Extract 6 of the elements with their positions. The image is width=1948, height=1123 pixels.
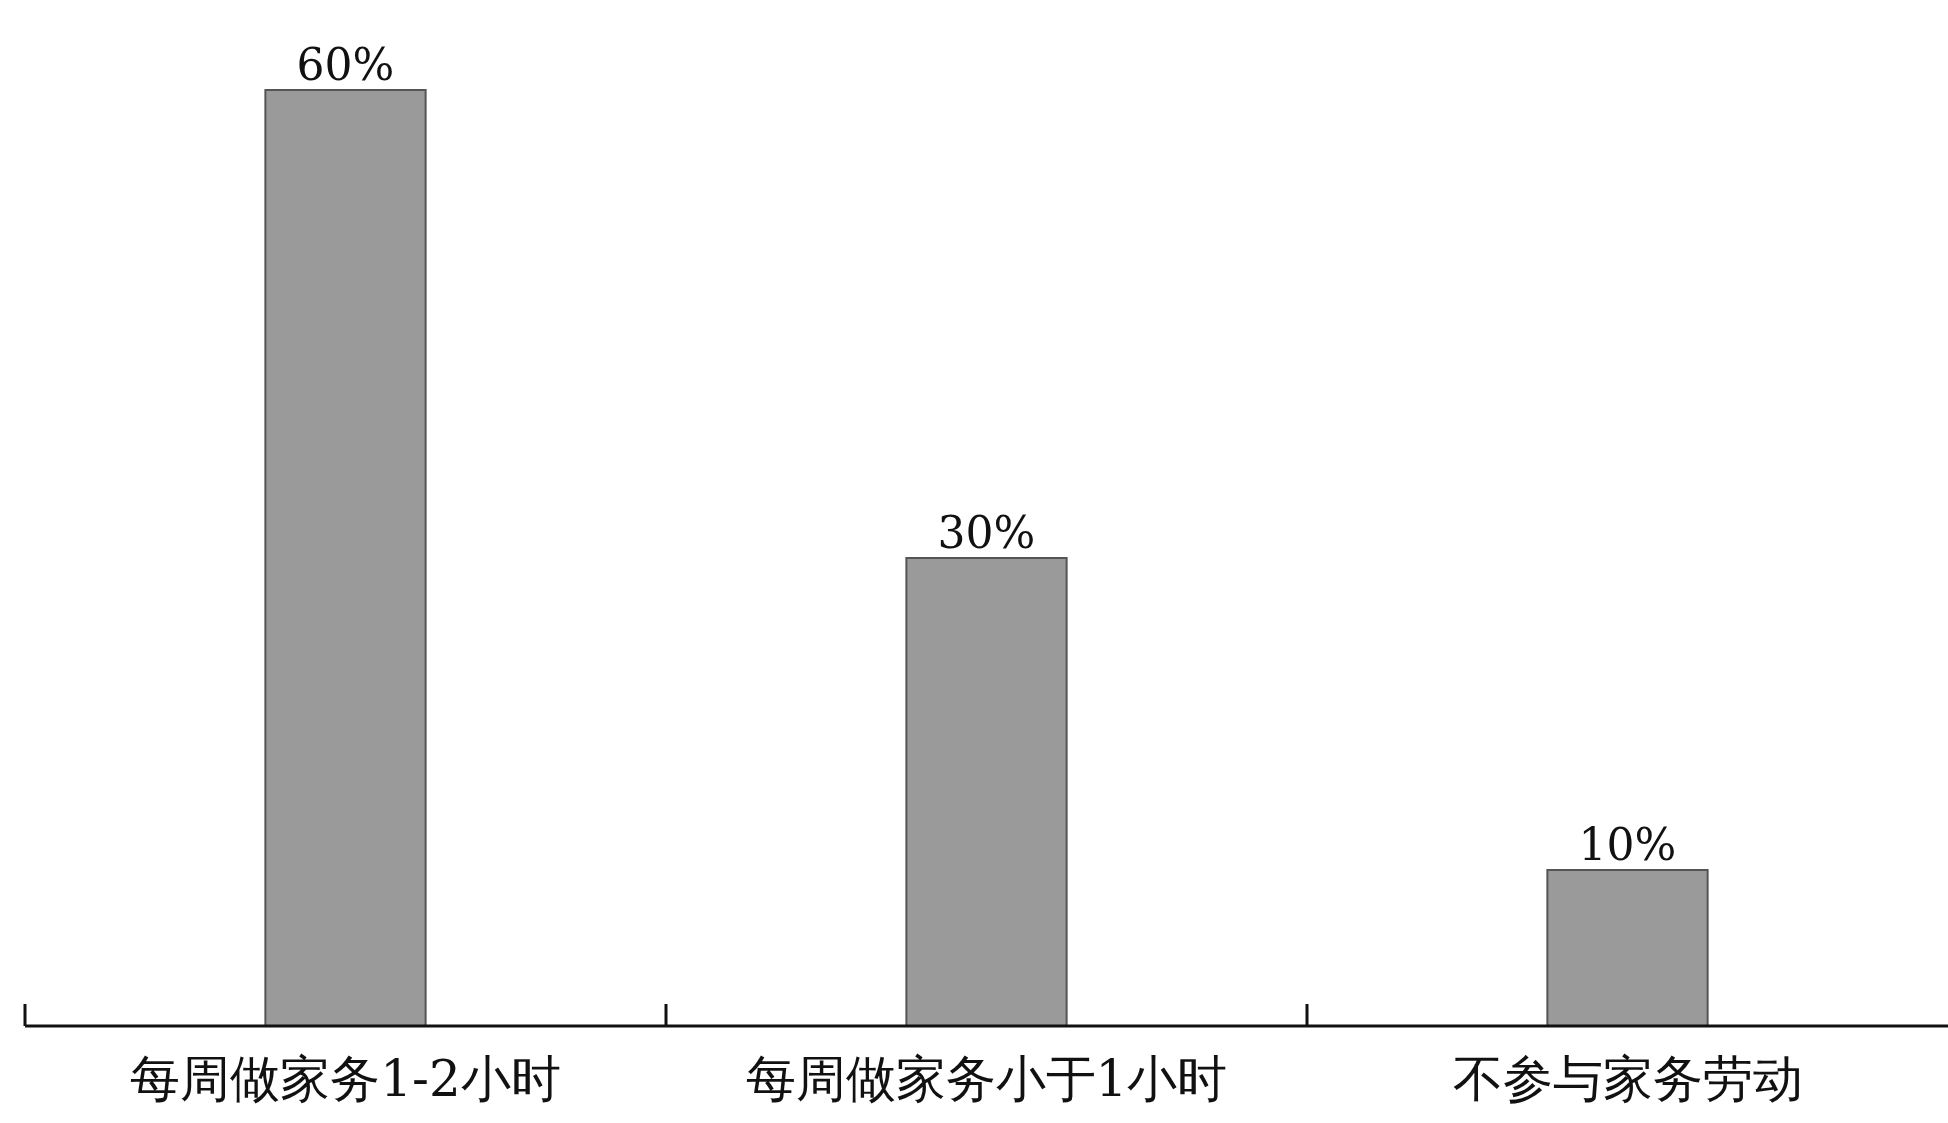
x-tick-label: 每周做家务1-2小时 bbox=[130, 1050, 561, 1108]
x-tick-label: 不参与家务劳动 bbox=[1452, 1050, 1803, 1108]
x-tick-label: 每周做家务小于1小时 bbox=[745, 1050, 1228, 1108]
data-label: 60% bbox=[296, 39, 395, 90]
data-label: 10% bbox=[1578, 819, 1677, 870]
data-label: 30% bbox=[937, 507, 1036, 558]
